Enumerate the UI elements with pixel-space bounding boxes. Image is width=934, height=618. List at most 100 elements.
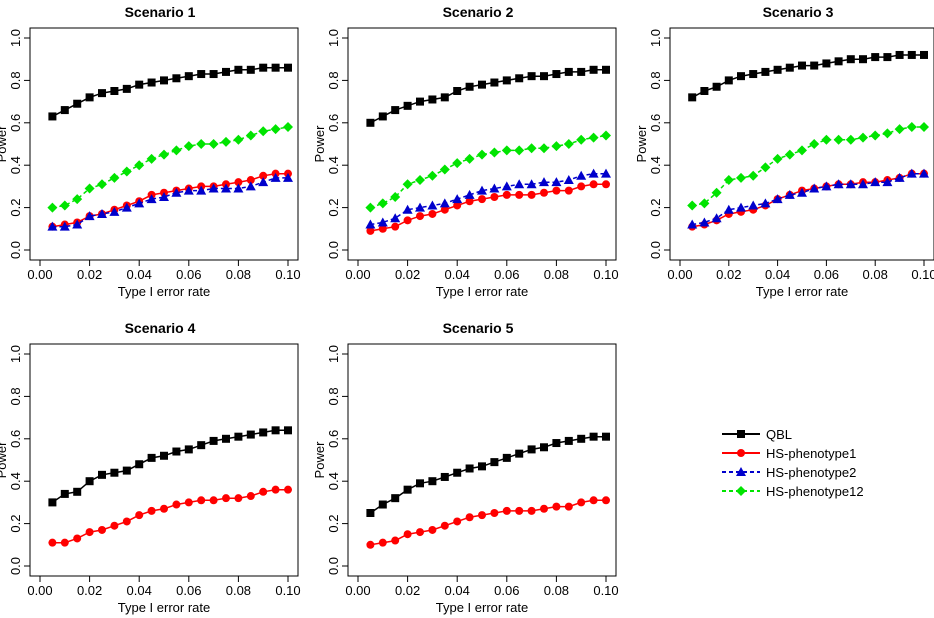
- data-point: [589, 65, 598, 74]
- data-point: [711, 187, 722, 198]
- x-tick-label: 0.08: [226, 267, 251, 282]
- data-point: [589, 180, 598, 189]
- data-point: [576, 134, 587, 145]
- x-tick-label: 0.02: [716, 267, 741, 282]
- data-point: [465, 197, 474, 206]
- data-point: [391, 536, 400, 545]
- data-point: [526, 143, 537, 154]
- data-point: [882, 128, 893, 139]
- data-point: [84, 211, 95, 221]
- y-tick-label: 0.6: [8, 114, 23, 132]
- x-tick-label: 0.10: [593, 583, 618, 598]
- data-point: [147, 78, 156, 87]
- data-point: [122, 466, 131, 475]
- plot-frame: [347, 27, 617, 261]
- y-tick-label: 0.6: [326, 114, 341, 132]
- legend-label: HS-phenotype2: [766, 465, 856, 480]
- data-point: [109, 172, 120, 183]
- chart-title: Scenario 1: [125, 4, 196, 20]
- data-point: [259, 63, 268, 72]
- series-line: [52, 66, 288, 118]
- data-point: [502, 76, 511, 85]
- chart-title: Scenario 4: [125, 320, 196, 336]
- data-point: [246, 430, 255, 439]
- data-point: [184, 498, 193, 507]
- y-tick-label: 0.2: [8, 515, 23, 533]
- y-tick-label: 0.2: [8, 199, 23, 217]
- x-tick-label: 0.02: [77, 583, 102, 598]
- data-point: [577, 434, 586, 443]
- x-tick-label: 0.04: [445, 267, 470, 282]
- series-line: [691, 54, 924, 99]
- data-point: [121, 166, 132, 177]
- legend-marker: [737, 430, 745, 438]
- data-point: [551, 177, 562, 187]
- data-point: [48, 498, 57, 507]
- data-point: [428, 95, 437, 104]
- x-axis-label: Type I error rate: [756, 284, 848, 299]
- data-point: [514, 179, 525, 189]
- data-point: [270, 124, 281, 135]
- data-point: [271, 426, 280, 435]
- data-point: [773, 65, 782, 74]
- data-point: [749, 70, 758, 79]
- data-point: [809, 139, 820, 149]
- data-point: [906, 168, 917, 178]
- data-point: [552, 439, 561, 448]
- data-point: [48, 538, 57, 547]
- data-point: [440, 205, 449, 214]
- x-tick-label: 0.02: [395, 267, 420, 282]
- data-point: [772, 194, 783, 204]
- data-point: [490, 193, 499, 201]
- data-point: [919, 168, 929, 178]
- x-tick-label: 0.08: [226, 583, 251, 598]
- data-point: [439, 198, 450, 208]
- data-point: [271, 485, 280, 494]
- data-point: [540, 188, 548, 197]
- data-point: [907, 50, 916, 59]
- data-point: [159, 149, 169, 160]
- data-point: [688, 93, 697, 102]
- data-point: [564, 436, 573, 445]
- data-point: [378, 112, 387, 121]
- plot-frame: [29, 27, 299, 261]
- y-tick-label: 0.8: [8, 387, 23, 405]
- data-point: [222, 494, 230, 503]
- data-point: [589, 496, 598, 505]
- data-point: [390, 192, 401, 202]
- x-axis-label: Type I error rate: [118, 600, 210, 615]
- data-point: [772, 153, 783, 164]
- x-tick-label: 0.04: [127, 583, 152, 598]
- y-tick-label: 1.0: [326, 29, 341, 47]
- chart-title: Scenario 5: [443, 320, 514, 336]
- x-tick-label: 0.10: [275, 267, 300, 282]
- data-point: [378, 500, 387, 509]
- data-point: [47, 221, 58, 231]
- data-point: [527, 190, 536, 199]
- data-point: [539, 177, 549, 187]
- x-tick-label: 0.08: [544, 583, 569, 598]
- data-point: [552, 186, 561, 195]
- data-point: [122, 84, 131, 93]
- x-tick-label: 0.04: [127, 267, 152, 282]
- data-point: [539, 143, 549, 154]
- data-point: [527, 72, 536, 81]
- data-point: [440, 93, 449, 102]
- data-point: [171, 145, 182, 156]
- data-point: [577, 182, 586, 191]
- x-tick-label: 0.00: [27, 583, 52, 598]
- series-hs-phenotype12: [47, 122, 293, 213]
- data-point: [810, 61, 819, 70]
- data-point: [73, 99, 82, 108]
- series-hs-phenotype1: [366, 180, 610, 235]
- data-point: [883, 53, 892, 62]
- x-tick-label: 0.06: [494, 267, 519, 282]
- data-point: [416, 212, 424, 221]
- data-point: [85, 528, 94, 537]
- series-line: [51, 429, 288, 504]
- data-point: [440, 521, 449, 530]
- data-point: [526, 179, 537, 189]
- data-point: [259, 428, 268, 437]
- y-tick-label: 0.4: [326, 156, 341, 174]
- data-point: [416, 97, 424, 106]
